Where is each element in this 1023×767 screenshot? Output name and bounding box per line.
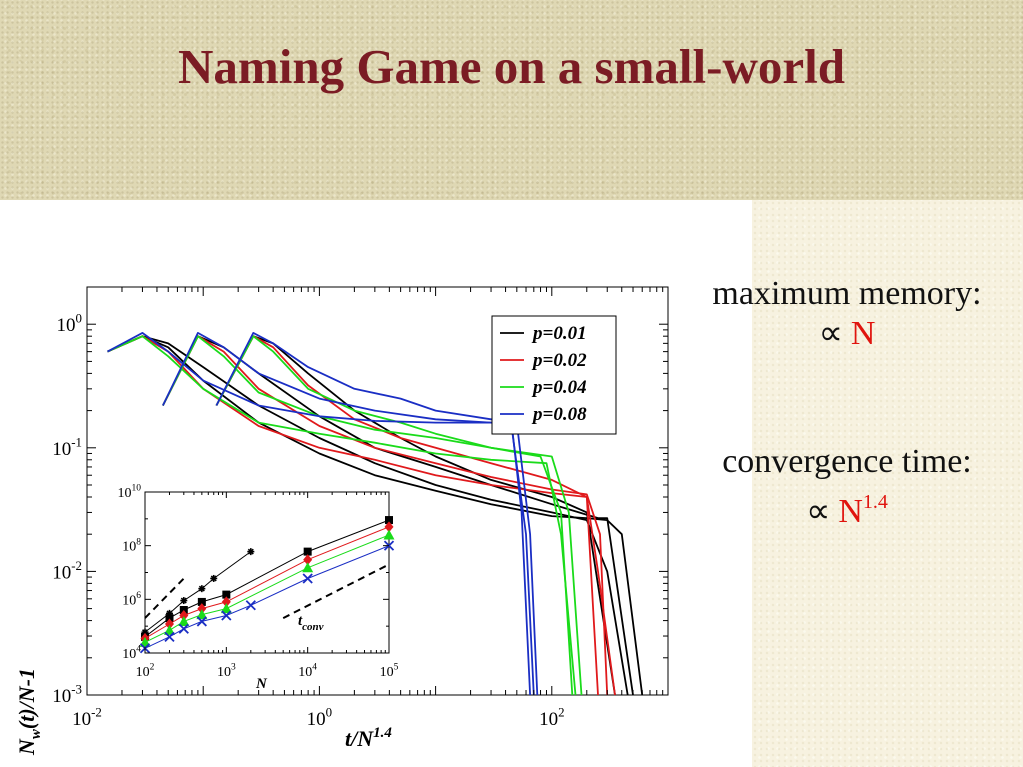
inset-marker-2-5: [303, 554, 313, 566]
inset-guide-0: [144, 577, 185, 619]
inset-marker-3-5: [302, 562, 314, 573]
x-tick-label: 102: [539, 704, 564, 730]
y-tick-label: 10-2: [52, 558, 82, 584]
inset-marker-4-4: [221, 610, 232, 621]
x-axis-label: t/N1.4: [345, 725, 392, 751]
inset-x-axis-label: N: [255, 676, 268, 692]
inset-marker-2-6: [384, 521, 394, 533]
series-p=0.08-curve-2: [215, 331, 531, 696]
x-axis-label-base: t/N: [345, 726, 374, 751]
inset-marker-1-1: [165, 614, 174, 623]
convergence-time-scaling: ∝ N1.4: [672, 482, 1022, 532]
inset-marker-3-3: [196, 609, 208, 620]
inset-content: [139, 516, 395, 654]
series-p=0.01-curve-1: [107, 335, 629, 696]
series-p=0.02-curve-2: [215, 335, 599, 696]
inset-y-tick-label: 104: [122, 645, 141, 662]
proportional-symbol: ∝: [806, 493, 831, 530]
x-tick-label: 10-2: [72, 704, 102, 730]
inset-marker-0-2: [180, 597, 188, 605]
max-memory-scaling: ∝ N: [672, 314, 1022, 354]
y-tick-label: 100: [57, 311, 82, 337]
max-memory-value: N: [850, 315, 876, 352]
y-tick-label: 10-3: [52, 681, 82, 707]
inset-y-tick-label: 1010: [117, 484, 141, 501]
header-band: [0, 0, 1023, 200]
legend: p=0.01 p=0.02 p=0.04 p=0.08: [500, 323, 587, 425]
x-axis-label-exponent: 1.4: [373, 725, 392, 741]
convergence-time-exponent: 1.4: [862, 491, 888, 513]
max-memory-label: maximum memory:: [712, 275, 982, 312]
legend-label-2: p=0.04: [531, 377, 587, 398]
inset-marker-1-5: [303, 547, 312, 556]
max-memory-note: maximum memory: ∝ N: [672, 274, 1022, 354]
legend-label-0: p=0.01: [531, 323, 587, 344]
inset-y-tick-label: 106: [122, 591, 141, 608]
inset-marker-1-6: [385, 516, 393, 525]
inset-marker-4-5: [245, 600, 256, 611]
inset-marker-0-5: [247, 548, 255, 556]
inset-marker-1-3: [197, 597, 206, 606]
series-p=0.02-curve-1: [162, 335, 609, 696]
slide-title: Naming Game on a small-world: [178, 39, 845, 94]
inset-marker-4-6: [302, 573, 313, 584]
inset-marker-3-2: [178, 615, 190, 626]
inset-guide-1: [282, 563, 390, 619]
inset-marker-4-3: [196, 616, 207, 627]
inset-plot-frame: [144, 491, 390, 654]
series-p=0.08-curve-1: [162, 331, 539, 696]
y-axis-label: Nw(t)/N-1: [14, 668, 44, 756]
inset-marker-4-1: [164, 631, 175, 642]
inset-annotation: tconv: [298, 613, 324, 633]
inset-x-tick-label: 103: [217, 663, 236, 680]
inset-x-tick-label: 102: [136, 663, 155, 680]
legend-label-1: p=0.02: [531, 350, 587, 371]
main-curves: [107, 331, 644, 696]
inset-marker-1-4: [222, 590, 231, 599]
inset-marker-2-3: [197, 603, 207, 615]
inset-marker-2-4: [221, 596, 231, 608]
convergence-time-label: convergence time:: [722, 443, 972, 480]
inset-line-0: [144, 551, 252, 633]
convergence-time-note: convergence time: ∝ N1.4: [672, 442, 1022, 532]
inset-marker-0-3: [198, 585, 206, 593]
inset-marker-4-2: [178, 623, 189, 634]
y-tick-label: 10-1: [52, 434, 82, 460]
inset-x-tick-label: 104: [298, 663, 317, 680]
inset-y-tick-label: 108: [122, 537, 141, 554]
inset-marker-3-1: [163, 624, 175, 635]
inset-axes: 102 103 104 105 1010 108 106 104 N: [117, 484, 398, 692]
inset-marker-0-4: [210, 574, 218, 582]
series-p=0.04-curve-0: [107, 335, 577, 696]
inset-marker-2-1: [164, 618, 174, 630]
proportional-symbol: ∝: [818, 315, 843, 352]
notes-panel: [752, 200, 1023, 767]
series-p=0.01-curve-0: [107, 335, 644, 696]
legend-label-3: p=0.08: [531, 404, 587, 425]
convergence-time-value: N: [838, 493, 863, 530]
series-p=0.04-curve-1: [162, 335, 583, 696]
series-p=0.04-curve-2: [215, 335, 574, 696]
inset-marker-3-4: [220, 603, 232, 614]
inset-marker-2-2: [179, 609, 189, 621]
inset-x-tick-label: 105: [380, 663, 399, 680]
inset-marker-3-6: [383, 529, 395, 540]
x-tick-label: 100: [307, 704, 332, 730]
